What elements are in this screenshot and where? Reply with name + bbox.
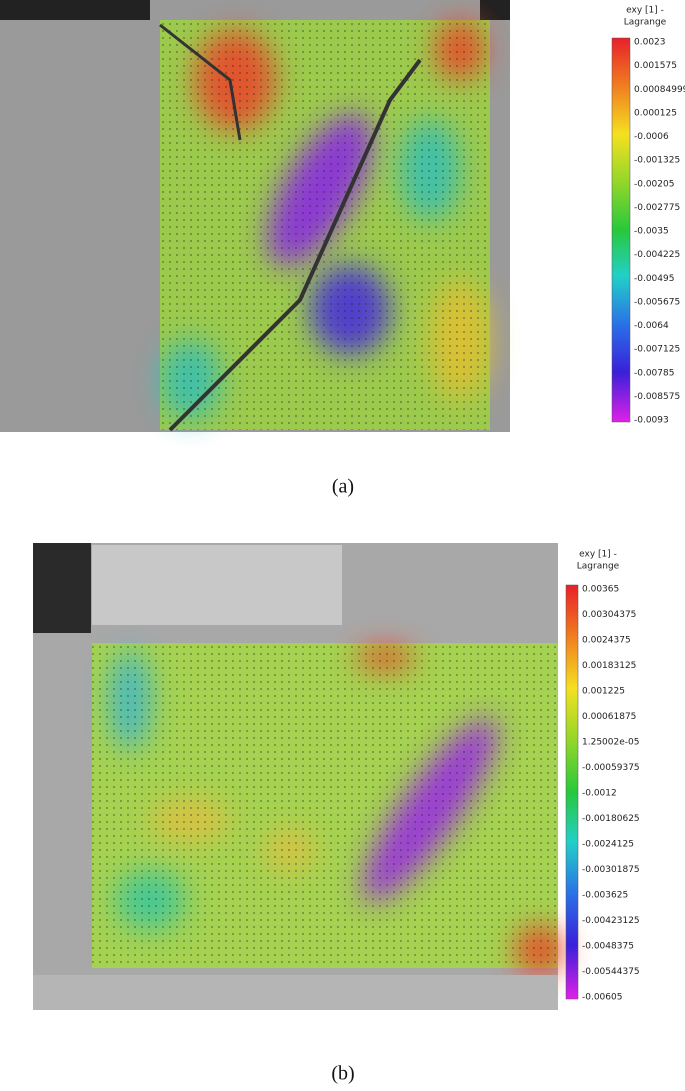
colorbar-label: -0.0093	[634, 416, 669, 426]
colorbar-label: 0.00365	[582, 585, 619, 595]
strain-image-a	[0, 0, 510, 432]
colorbar-label: 1.25002e-05	[582, 738, 639, 748]
colorbar-label: 0.001225	[582, 687, 625, 697]
colorbar-label: -0.0012	[582, 789, 617, 799]
colorbar-label: 0.000125	[634, 108, 677, 118]
colorbar-label: -0.00423125	[582, 916, 640, 926]
panel-caption: (a)	[332, 476, 354, 498]
colorbar-label: -0.00495	[634, 274, 674, 284]
colorbar-label: 0.000849999	[634, 85, 685, 95]
colorbar-label: -0.007125	[634, 345, 680, 355]
colorbar-label: 0.00304375	[582, 610, 636, 620]
colorbar-label: -0.002775	[634, 203, 680, 213]
colorbar-label: -0.0006	[634, 132, 669, 142]
colorbar-label: -0.00301875	[582, 865, 640, 875]
colorbar	[565, 584, 579, 1000]
colorbar-label: 0.00183125	[582, 661, 636, 671]
colorbar-label: -0.00205	[634, 179, 674, 189]
strain-image-b	[33, 543, 565, 1010]
colorbar-label: -0.0035	[634, 227, 669, 237]
colorbar-label: 0.001575	[634, 61, 677, 71]
colorbar-label: -0.00059375	[582, 763, 640, 773]
colorbar-label: -0.00785	[634, 368, 674, 378]
colorbar-label: -0.00544375	[582, 967, 640, 977]
colorbar-label: 0.00061875	[582, 712, 636, 722]
colorbar-label: -0.004225	[634, 250, 680, 260]
colorbar-title: exy [1] -	[626, 6, 664, 16]
colorbar-label: -0.0048375	[582, 942, 634, 952]
colorbar-label: -0.00605	[582, 993, 622, 1003]
colorbar-label: 0.0023	[634, 38, 666, 48]
colorbar-title: Lagrange	[577, 562, 620, 572]
colorbar-title: Lagrange	[624, 18, 667, 28]
colorbar-label: -0.003625	[582, 891, 628, 901]
colorbar	[611, 37, 631, 423]
colorbar-label: -0.0024125	[582, 840, 634, 850]
colorbar-label: -0.005675	[634, 297, 680, 307]
colorbar-label: -0.001325	[634, 156, 680, 166]
colorbar-label: -0.008575	[634, 392, 680, 402]
panel-caption: (b)	[331, 1063, 354, 1085]
colorbar-label: 0.0024375	[582, 636, 631, 646]
colorbar-label: -0.00180625	[582, 814, 640, 824]
colorbar-label: -0.0064	[634, 321, 669, 331]
colorbar-title: exy [1] -	[579, 550, 617, 560]
